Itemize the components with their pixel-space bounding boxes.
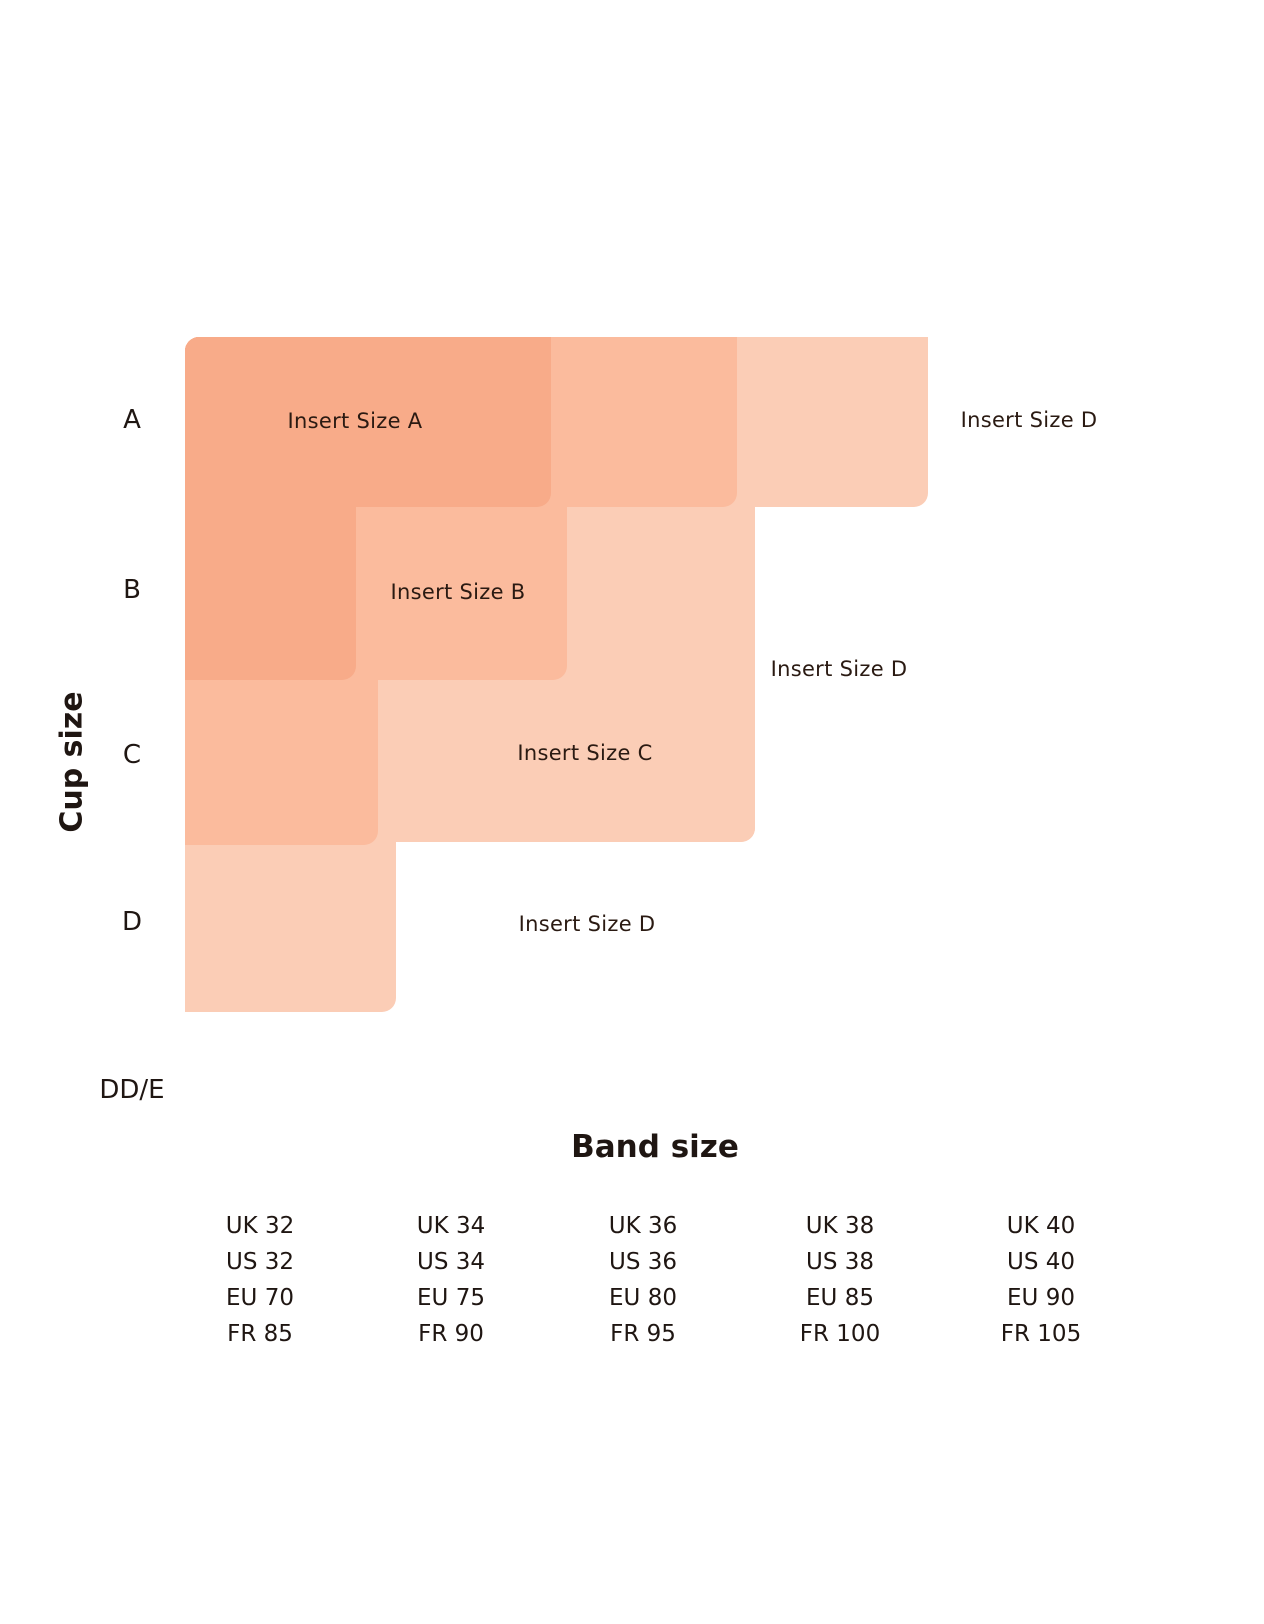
band-size-uk: UK 38: [805, 1213, 875, 1239]
insert-size-d-label-top: Insert Size D: [960, 408, 1098, 432]
cup-size-b: B: [123, 575, 141, 605]
cup-size-c: C: [122, 740, 142, 770]
band-size-fr: FR 90: [418, 1321, 484, 1347]
cup-size-a: A: [123, 405, 141, 435]
insert-size-c-label: Insert Size C: [517, 741, 653, 765]
band-size-eu: EU 75: [417, 1285, 485, 1311]
band-size-column-32: UK 32 US 32 EU 70 FR 85: [190, 1208, 330, 1352]
cup-size-axis-title: Cup size: [54, 691, 90, 833]
band-size-eu: EU 85: [806, 1285, 874, 1311]
region-size-a-bottom: [185, 337, 356, 680]
band-size-eu: EU 70: [226, 1285, 294, 1311]
band-size-column-34: UK 34 US 34 EU 75 FR 90: [381, 1208, 521, 1352]
cup-size-dd-e: DD/E: [99, 1075, 165, 1105]
insert-size-d-label-mid: Insert Size D: [770, 657, 908, 681]
band-size-fr: FR 100: [799, 1321, 881, 1347]
band-size-uk: UK 40: [1006, 1213, 1076, 1239]
band-size-uk: UK 36: [608, 1213, 678, 1239]
band-size-us: US 36: [608, 1249, 677, 1275]
band-size-us: US 40: [1006, 1249, 1075, 1275]
band-size-us: US 32: [225, 1249, 294, 1275]
band-size-fr: FR 85: [227, 1321, 293, 1347]
band-size-eu: EU 80: [609, 1285, 677, 1311]
band-size-column-36: UK 36 US 36 EU 80 FR 95: [573, 1208, 713, 1352]
band-size-column-38: UK 38 US 38 EU 85 FR 100: [770, 1208, 910, 1352]
band-size-uk: UK 32: [225, 1213, 295, 1239]
band-size-fr: FR 95: [610, 1321, 676, 1347]
band-size-axis-title: Band size: [571, 1129, 739, 1165]
region-size-c-block: [378, 681, 755, 842]
insert-size-d-label-bottom: Insert Size D: [518, 912, 656, 936]
band-size-us: US 34: [416, 1249, 485, 1275]
band-size-us: US 38: [805, 1249, 874, 1275]
band-size-column-40: UK 40 US 40 EU 90 FR 105: [971, 1208, 1111, 1352]
insert-size-a-label: Insert Size A: [287, 409, 423, 433]
band-size-fr: FR 105: [1000, 1321, 1082, 1347]
band-size-eu: EU 90: [1007, 1285, 1075, 1311]
region-size-c-step: [568, 508, 755, 680]
cup-size-d: D: [121, 907, 143, 937]
insert-size-b-label: Insert Size B: [390, 580, 526, 604]
band-size-uk: UK 34: [416, 1213, 486, 1239]
